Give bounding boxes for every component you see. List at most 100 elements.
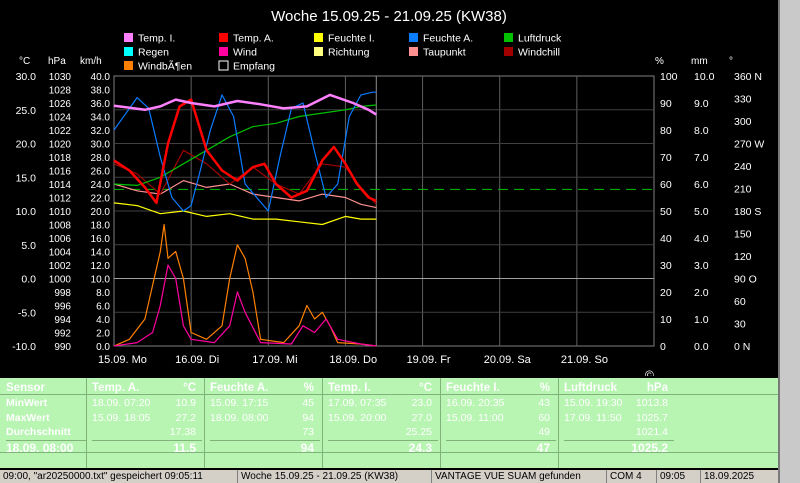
summary-timestamp: 17.09. 11:50 bbox=[564, 411, 622, 424]
tick-speed-5: 30.0 bbox=[91, 140, 111, 151]
legend-label-1: Temp. A. bbox=[233, 33, 274, 45]
status-station: VANTAGE VUE SUAM gefunden bbox=[431, 470, 605, 483]
legend-label-11: Empfang bbox=[233, 61, 275, 73]
legend-label-3: Feuchte A. bbox=[423, 33, 473, 45]
tick-temp-8: -10.0 bbox=[12, 341, 36, 353]
tick-percent-5: 50 bbox=[660, 206, 672, 218]
legend-label-2: Feuchte I. bbox=[328, 33, 375, 45]
copyright-mark: © bbox=[645, 368, 654, 376]
tick-rain-8: 2.0 bbox=[694, 287, 709, 299]
status-period: Woche 15.09.25 - 21.09.25 (KW38) bbox=[237, 470, 431, 483]
legend-swatch-2 bbox=[314, 33, 323, 42]
tick-temp-3: 15.0 bbox=[16, 172, 37, 184]
tick-rain-9: 1.0 bbox=[694, 314, 709, 326]
tick-speed-16: 8.0 bbox=[96, 288, 110, 299]
legend-swatch-0 bbox=[124, 33, 133, 42]
summary-cell: MaxWert bbox=[6, 411, 50, 424]
tick-rain-1: 9.0 bbox=[694, 98, 709, 110]
summary-cell: 18.09. 08:00 94 bbox=[210, 411, 320, 426]
summary-timestamp: 15.09. 18:05 bbox=[92, 411, 151, 424]
tick-speed-9: 22.0 bbox=[91, 194, 111, 205]
summary-header: Temp. A. bbox=[92, 382, 140, 394]
tick-temp-1: 25.0 bbox=[16, 105, 37, 117]
tick-rain-7: 3.0 bbox=[694, 260, 709, 272]
summary-value: 47 bbox=[536, 440, 550, 455]
summary-col-separator bbox=[322, 378, 323, 468]
chart-title: Woche 15.09.25 - 21.09.25 (KW38) bbox=[271, 8, 507, 25]
series-feuchtei bbox=[113, 202, 377, 226]
tick-percent-10: 0 bbox=[660, 341, 666, 353]
tick-x-4: 19.09. Fr bbox=[407, 354, 451, 366]
tick-direction-4: 240 bbox=[734, 161, 752, 173]
summary-timestamp: 17.09. 07:35 bbox=[328, 397, 387, 409]
tick-temp-0: 30.0 bbox=[16, 71, 37, 83]
series-windben bbox=[113, 223, 377, 347]
unit-direction: ° bbox=[729, 56, 733, 67]
tick-percent-8: 20 bbox=[660, 287, 672, 299]
legend-label-5: Regen bbox=[138, 47, 169, 59]
summary-cell: 15.09. 17:15 45 bbox=[210, 396, 320, 411]
tick-temp-7: -5.0 bbox=[18, 307, 36, 319]
summary-value: 17.38 bbox=[169, 426, 196, 438]
tick-speed-1: 38.0 bbox=[91, 86, 111, 97]
tick-pressure-3: 1024 bbox=[49, 113, 72, 124]
tick-speed-6: 28.0 bbox=[91, 153, 111, 164]
summary-value: 94 bbox=[300, 440, 314, 455]
summary-value: 10.9 bbox=[175, 397, 196, 409]
summary-cell: 17.09. 11:50 1025.7 bbox=[564, 411, 674, 426]
series-tempi bbox=[113, 93, 377, 116]
summary-header: Feuchte A. bbox=[210, 382, 269, 394]
tick-percent-7: 30 bbox=[660, 260, 672, 272]
summary-value: 27.0 bbox=[411, 411, 432, 424]
summary-cell: 25.25 bbox=[328, 425, 438, 440]
tick-rain-5: 5.0 bbox=[694, 206, 709, 218]
summary-timestamp: 15.09. 11:00 bbox=[446, 411, 504, 424]
tick-pressure-0: 1030 bbox=[49, 72, 72, 83]
summary-cell: 11.5 bbox=[92, 439, 202, 456]
summary-timestamp: 16.09. 20:35 bbox=[446, 397, 505, 409]
legend-swatch-7 bbox=[314, 47, 323, 56]
summary-value: 27.2 bbox=[175, 411, 196, 424]
tick-pressure-6: 1018 bbox=[49, 153, 72, 164]
summary-value: 94 bbox=[302, 411, 314, 424]
summary-panel: Sensor MinWert MaxWert Durchschnitt 18.09. 0… bbox=[0, 378, 778, 468]
tick-pressure-17: 996 bbox=[54, 302, 71, 313]
summary-value: 24.3 bbox=[408, 440, 432, 455]
summary-column-1: Temp. A. °C 18.09. 07:20 10.9 15.09. 18:05 27… bbox=[92, 380, 202, 468]
series-wind bbox=[113, 264, 377, 347]
summary-cell: 15.09. 20:00 27.0 bbox=[328, 411, 438, 426]
summary-timestamp: 15.09. 19:30 bbox=[564, 397, 623, 409]
tick-speed-11: 18.0 bbox=[91, 221, 111, 232]
tick-speed-15: 10.0 bbox=[91, 275, 111, 286]
tick-speed-3: 34.0 bbox=[91, 113, 111, 124]
summary-column-0: Sensor MinWert MaxWert Durchschnitt 18.09. 0… bbox=[6, 380, 86, 468]
tick-direction-6: 180 S bbox=[734, 206, 761, 218]
tick-speed-2: 36.0 bbox=[91, 99, 111, 110]
tick-speed-7: 26.0 bbox=[91, 167, 111, 178]
tick-direction-12: 0 N bbox=[734, 341, 750, 353]
tick-pressure-13: 1004 bbox=[49, 248, 72, 259]
tick-x-0: 15.09. Mo bbox=[98, 354, 147, 366]
summary-cell: 17.38 bbox=[92, 425, 202, 440]
tick-speed-0: 40.0 bbox=[91, 72, 111, 83]
tick-rain-6: 4.0 bbox=[694, 233, 709, 245]
tick-pressure-19: 992 bbox=[54, 329, 71, 340]
legend-label-8: Taupunkt bbox=[423, 47, 466, 59]
legend-label-10: WindbÃ¶en bbox=[138, 60, 192, 73]
summary-column-2: Feuchte A.% 15.09. 17:15 45 18.09. 08:00 94 7… bbox=[210, 380, 320, 468]
summary-row-separator bbox=[0, 452, 778, 453]
window-right-edge bbox=[778, 0, 800, 483]
tick-direction-2: 300 bbox=[734, 116, 752, 128]
tick-direction-1: 330 bbox=[734, 94, 752, 106]
tick-pressure-7: 1016 bbox=[49, 167, 72, 178]
tick-percent-1: 90 bbox=[660, 98, 672, 110]
legend-swatch-5 bbox=[124, 47, 133, 56]
legend-label-0: Temp. I. bbox=[138, 33, 175, 45]
legend-label-6: Wind bbox=[233, 47, 257, 59]
legend-swatch-10 bbox=[124, 61, 133, 70]
tick-pressure-2: 1026 bbox=[49, 99, 72, 110]
tick-x-6: 21.09. So bbox=[561, 354, 608, 366]
unit-speed: km/h bbox=[80, 56, 102, 67]
legend-swatch-8 bbox=[409, 47, 418, 56]
tick-speed-4: 32.0 bbox=[91, 126, 111, 137]
